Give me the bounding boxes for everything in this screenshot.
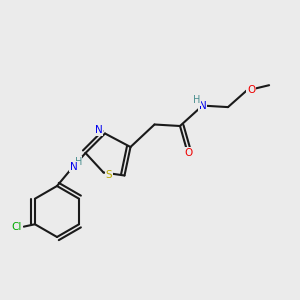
Text: S: S: [106, 170, 112, 181]
Text: N: N: [70, 161, 77, 172]
Text: H: H: [75, 157, 82, 167]
Text: O: O: [184, 148, 192, 158]
Text: N: N: [199, 100, 206, 111]
Text: O: O: [247, 85, 255, 95]
Text: Cl: Cl: [12, 222, 22, 232]
Text: H: H: [194, 95, 201, 105]
Text: N: N: [94, 125, 102, 136]
